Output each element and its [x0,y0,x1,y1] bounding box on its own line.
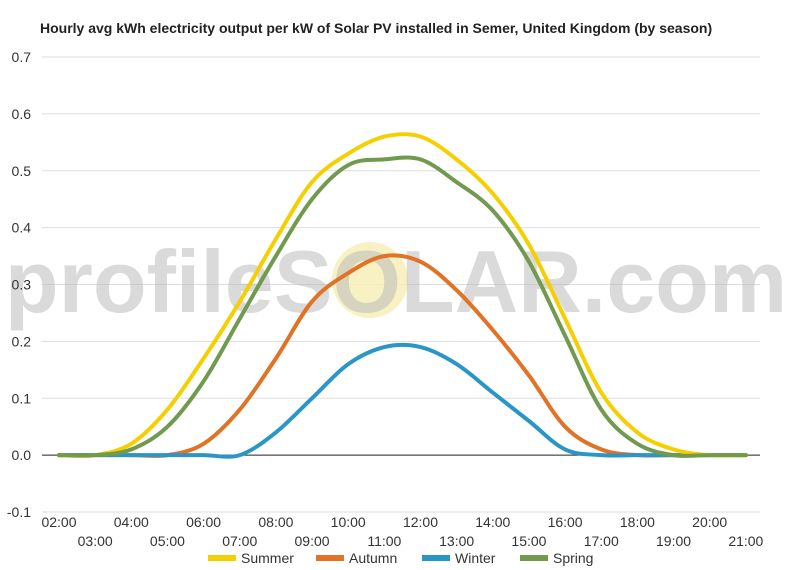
y-tick-label: 0.7 [12,49,32,65]
x-tick-label: 09:00 [295,533,330,549]
x-tick-label: 08:00 [258,514,293,530]
series-line-spring [57,155,748,458]
legend-label-autumn: Autumn [349,550,397,566]
x-tick-label: 10:00 [331,514,366,530]
x-tick-label: 12:00 [403,514,438,530]
watermark-text: profileSOLAR.com [5,232,787,331]
chart-title: Hourly avg kWh electricity output per kW… [40,20,712,36]
y-tick-label: -0.1 [7,504,31,520]
x-tick-label: 17:00 [584,533,619,549]
x-tick-label: 15:00 [511,533,546,549]
x-tick-label: 04:00 [114,514,149,530]
legend-swatch-winter [422,555,450,561]
y-tick-label: 0.4 [12,220,32,236]
x-tick-label: 21:00 [728,533,763,549]
legend-label-winter: Winter [455,550,496,566]
x-tick-label: 18:00 [620,514,655,530]
watermark-sun-icon [332,242,408,318]
x-tick-label: 11:00 [367,533,401,549]
y-tick-label: 0.3 [12,277,32,293]
x-tick-label: 20:00 [692,514,727,530]
x-tick-label: 03:00 [78,533,113,549]
x-tick-label: 07:00 [222,533,257,549]
y-tick-label: 0.1 [12,390,32,406]
x-tick-label: 06:00 [186,514,221,530]
y-tick-label: 0.5 [12,163,32,179]
y-tick-label: 0.2 [12,333,32,349]
legend-label-spring: Spring [553,550,593,566]
y-tick-label: 0.0 [12,447,32,463]
x-tick-label: 13:00 [439,533,474,549]
legend-label-summer: Summer [241,550,294,566]
legend-swatch-spring [520,555,548,561]
x-axis: 02:0003:0004:0005:0006:0007:0008:0009:00… [41,514,763,549]
y-axis: -0.1 0.0 0.1 0.2 0.3 0.4 0.5 0.6 0.7 [7,49,31,520]
x-tick-label: 16:00 [548,514,583,530]
legend-swatch-autumn [316,555,344,561]
x-tick-label: 02:00 [41,514,76,530]
x-tick-label: 14:00 [475,514,510,530]
y-tick-label: 0.6 [12,106,32,122]
x-tick-label: 05:00 [150,533,185,549]
legend: Summer Autumn Winter Spring [208,550,593,566]
series-line-summer [57,132,748,458]
series-line-winter [57,342,748,459]
series-layer [57,132,748,459]
x-tick-label: 19:00 [656,533,691,549]
legend-swatch-summer [208,555,236,561]
watermark: profileSOLAR.com [5,232,787,331]
